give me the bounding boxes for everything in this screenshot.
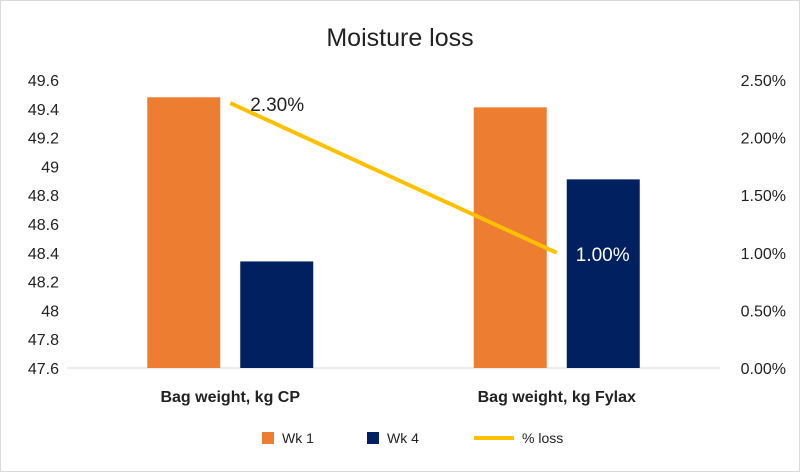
bar-wk-4 (240, 261, 314, 368)
bar-wk-1 (147, 97, 221, 368)
y-right-tick-label: 1.50% (741, 188, 786, 205)
legend-label: Wk 4 (387, 430, 419, 446)
y-left-tick-label: 48.2 (28, 275, 59, 292)
y-right-tick-label: 0.00% (741, 361, 786, 378)
y-left-tick-label: 49.6 (28, 73, 59, 90)
y-right-tick-label: 2.50% (741, 73, 786, 90)
chart-title: Moisture loss (326, 24, 473, 52)
line-pct-loss (229, 101, 558, 255)
y-left-tick-label: 48.8 (28, 188, 59, 205)
legend-label: % loss (522, 430, 563, 446)
y-left-tick-label: 48.4 (28, 246, 59, 263)
legend-swatch (262, 432, 274, 444)
y-left-tick-label: 49 (41, 159, 59, 176)
data-label: 2.30% (250, 95, 304, 116)
y-left-tick-label: 48 (41, 303, 59, 320)
y-left-tick-label: 47.6 (28, 361, 59, 378)
bar-wk-4 (566, 179, 640, 368)
y-left-tick-label: 47.8 (28, 332, 59, 349)
y-right-tick-label: 1.00% (741, 246, 786, 263)
legend-label: Wk 1 (282, 430, 314, 446)
bar-wk-1 (473, 107, 547, 369)
x-category-label: Bag weight, kg CP (160, 389, 300, 406)
x-category-label: Bag weight, kg Fylax (478, 389, 636, 406)
data-label: 1.00% (576, 245, 630, 266)
legend-swatch (367, 432, 379, 444)
y-right-tick-label: 2.00% (741, 131, 786, 148)
y-left-tick-label: 49.4 (28, 102, 59, 119)
y-right-tick-label: 0.50% (741, 303, 786, 320)
y-left-tick-label: 49.2 (28, 131, 59, 148)
y-left-tick-label: 48.6 (28, 217, 59, 234)
